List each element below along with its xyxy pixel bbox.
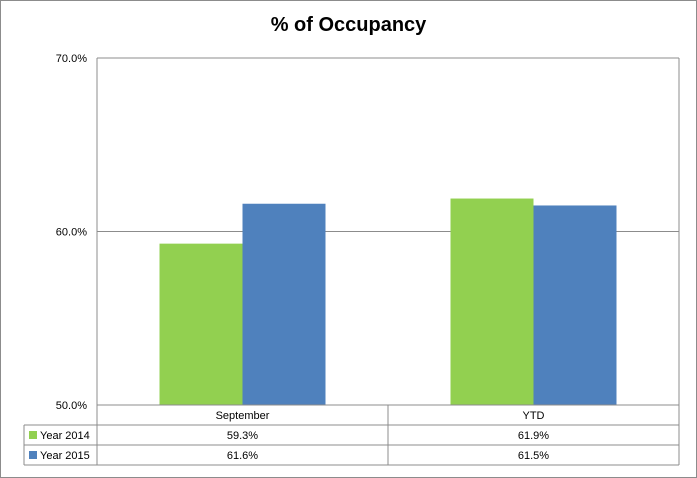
y-tick-label: 70.0% [56,53,87,65]
x-category-label: September [216,410,270,422]
bar [450,198,534,405]
bar [533,205,617,405]
y-tick-label: 50.0% [56,400,87,412]
legend-label: Year 2014 [40,430,90,442]
bar [159,243,243,405]
y-tick-label: 60.0% [56,227,87,239]
bar [242,203,326,405]
legend-label: Year 2015 [40,450,90,462]
chart-title: % of Occupancy [270,14,427,36]
x-category-label: YTD [523,410,545,422]
data-label: 61.9% [518,430,549,442]
data-label: 61.5% [518,450,549,462]
data-label: 61.6% [227,450,258,462]
data-label: 59.3% [227,430,258,442]
legend-key [29,451,37,459]
legend-key [29,431,37,439]
